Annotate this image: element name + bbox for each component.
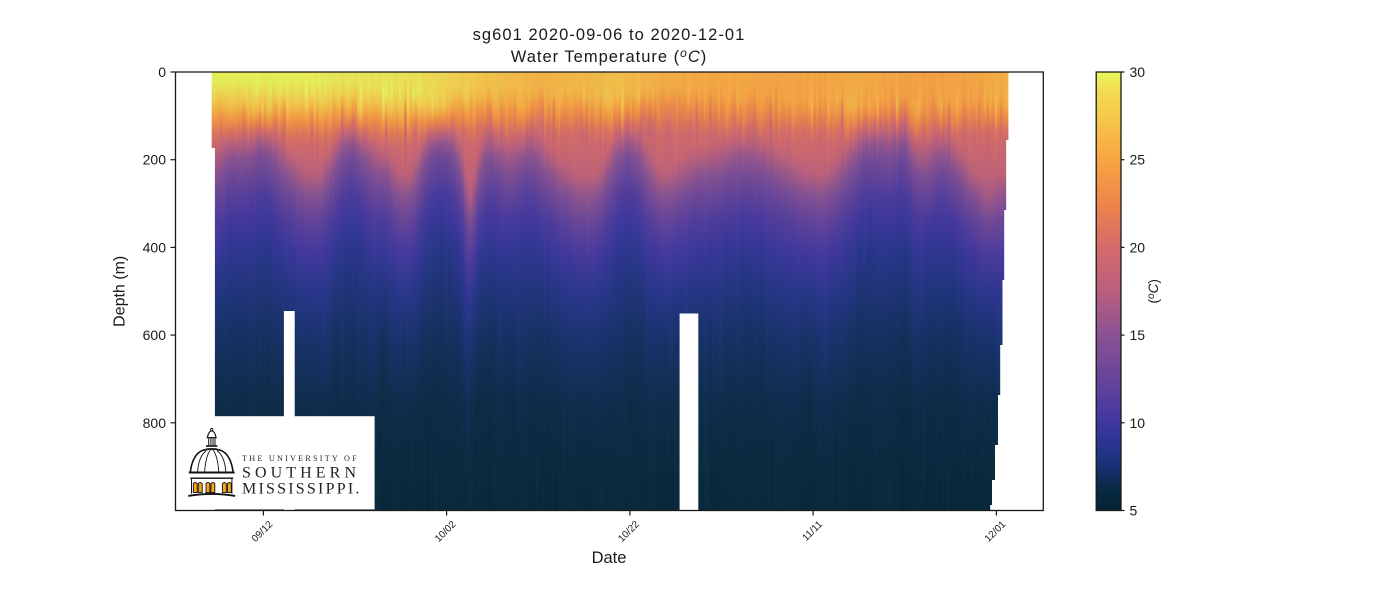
svg-text:Date: Date [592, 549, 627, 567]
svg-text:30: 30 [1130, 64, 1146, 80]
svg-text:SOUTHERN: SOUTHERN [242, 464, 360, 481]
svg-text:200: 200 [143, 152, 167, 168]
svg-text:10: 10 [1130, 415, 1146, 431]
svg-text:MISSISSIPPI.: MISSISSIPPI. [242, 480, 361, 497]
svg-text:5: 5 [1130, 503, 1138, 519]
svg-text:25: 25 [1130, 152, 1146, 168]
svg-text:(oC): (oC) [1146, 279, 1161, 303]
svg-text:Water Temperature (oC): Water Temperature (oC) [511, 46, 708, 66]
svg-text:800: 800 [143, 415, 167, 431]
svg-text:0: 0 [158, 64, 166, 80]
svg-text:Depth (m): Depth (m) [111, 256, 128, 327]
svg-text:20: 20 [1130, 239, 1146, 255]
svg-text:15: 15 [1130, 327, 1146, 343]
svg-text:600: 600 [143, 327, 167, 343]
svg-text:THE UNIVERSITY OF: THE UNIVERSITY OF [242, 454, 359, 463]
svg-text:sg601 2020-09-06 to 2020-12-01: sg601 2020-09-06 to 2020-12-01 [473, 26, 746, 44]
svg-text:400: 400 [143, 239, 167, 255]
